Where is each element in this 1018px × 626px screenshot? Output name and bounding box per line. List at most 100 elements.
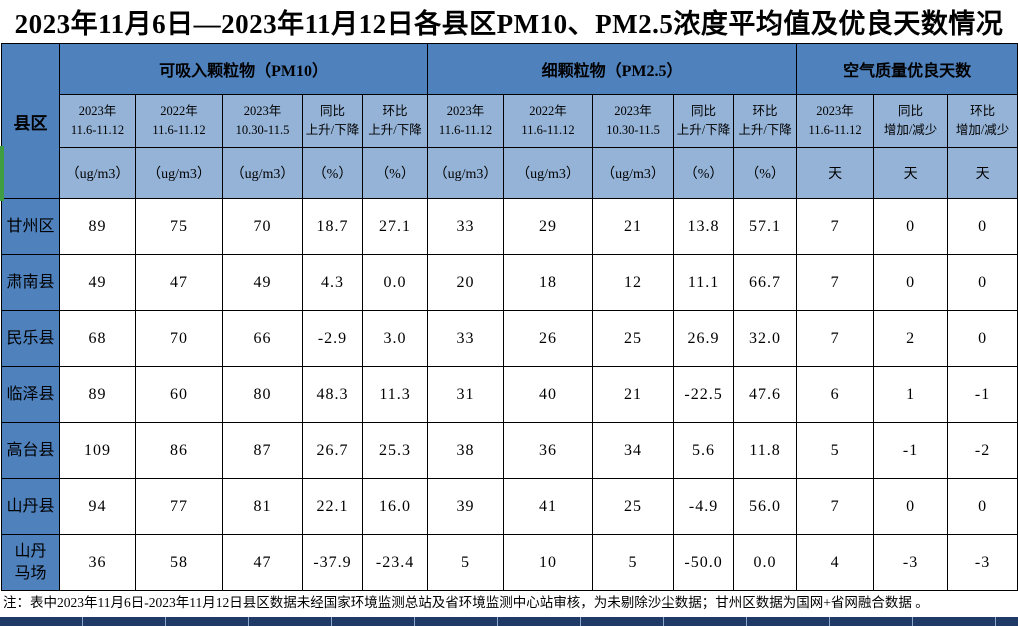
data-cell: 18 (503, 254, 594, 311)
period-line1: 环比 (752, 104, 778, 119)
data-cell: 66.7 (733, 254, 798, 311)
unit-header-cell: 天 (873, 147, 949, 199)
data-cell: 75 (135, 198, 223, 255)
period-header-cell: 2023年 10.30-11.5 (222, 94, 303, 148)
data-cell: 87 (222, 422, 303, 479)
period-header-cell: 2023年 10.30-11.5 (592, 94, 675, 148)
period-line2: 11.6-11.12 (521, 123, 575, 137)
data-cell: 26.9 (673, 310, 735, 367)
data-cell: 56.0 (733, 478, 798, 535)
data-cell: 36 (503, 422, 594, 479)
table-row: 肃南县 49 47 49 4.3 0.0 20 18 12 11.1 66.7 7 0 0 (1, 254, 1018, 311)
data-cell: 3.0 (361, 310, 429, 367)
data-cell: 57.1 (733, 198, 798, 255)
group-header-good-days: 空气质量优良天数 (796, 43, 1018, 95)
corner-header-cell: 县区 (1, 43, 60, 199)
table-body: 甘州区 89 75 70 18.7 27.1 33 29 21 13.8 57.1 7 0 0 肃南县 49 4… (1, 198, 1018, 591)
data-cell: 77 (135, 478, 223, 535)
data-cell: 31 (427, 366, 505, 423)
data-cell: 20 (427, 254, 505, 311)
period-line1: 同比 (319, 104, 345, 119)
period-line2: 上升/下降 (305, 123, 360, 137)
data-cell: 48.3 (302, 366, 363, 423)
row-name-cell: 甘州区 (1, 198, 60, 255)
data-cell: -2.9 (302, 310, 363, 367)
unit-header-cell: （ug/m3） (427, 147, 505, 199)
unit-header-cell: （ug/m3） (592, 147, 675, 199)
period-line1: 同比 (691, 104, 717, 119)
data-cell: 0 (873, 478, 949, 535)
period-header-cell: 同比上升/下降 (673, 94, 735, 148)
period-line1: 2023年 (614, 104, 652, 119)
data-cell: -37.9 (302, 534, 363, 591)
data-cell: 70 (222, 198, 303, 255)
data-cell: 70 (135, 310, 223, 367)
period-line2: 上升/下降 (738, 123, 792, 137)
bottom-strip (0, 617, 1018, 626)
data-cell: 11.3 (361, 366, 429, 423)
period-line2: 10.30-11.5 (606, 123, 660, 137)
period-header-cell: 同比 增加/减少 (873, 94, 949, 148)
period-header-cell: 2023年 11.6-11.12 (427, 94, 505, 148)
data-cell: 1 (873, 366, 949, 423)
data-cell: 5 (427, 534, 505, 591)
data-cell: 5 (592, 534, 675, 591)
data-cell: 29 (503, 198, 594, 255)
data-cell: 12 (592, 254, 675, 311)
period-line2: 10.30-11.5 (235, 123, 290, 137)
table-row: 高台县 109 86 87 26.7 25.3 38 36 34 5.6 11.8 5 -1 -2 (1, 422, 1018, 479)
data-cell: 40 (503, 366, 594, 423)
row-name-cell: 高台县 (1, 422, 60, 479)
data-cell: 2 (873, 310, 949, 367)
data-cell: 89 (59, 198, 136, 255)
data-cell: 11.1 (673, 254, 735, 311)
data-cell: 0 (873, 254, 949, 311)
data-cell: 25 (592, 478, 675, 535)
period-header-cell: 2023年 11.6-11.12 (796, 94, 875, 148)
data-cell: 21 (592, 198, 675, 255)
data-cell: 0.0 (361, 254, 429, 311)
unit-header-row: （ug/m3） （ug/m3） （ug/m3） （%） （%） （ug/m3） （ug/m3… (2, 147, 1018, 199)
page-title: 2023年11月6日—2023年11月12日各县区PM10、PM2.5浓度平均值… (14, 9, 1004, 39)
data-cell: 21 (592, 366, 675, 423)
data-cell: 58 (135, 534, 223, 591)
data-cell: 0 (873, 198, 949, 255)
period-line1: 环比 (970, 104, 996, 119)
data-cell: 0.0 (733, 534, 798, 591)
data-cell: 36 (59, 534, 136, 591)
data-cell: 25.3 (361, 422, 429, 479)
period-line1: 2022年 (160, 104, 198, 119)
data-cell: 7 (796, 310, 875, 367)
table-row: 民乐县 68 70 66 -2.9 3.0 33 26 25 26.9 32.0 7 2 0 (1, 310, 1018, 367)
row-name-cell: 临泽县 (1, 366, 60, 423)
data-cell: 10 (503, 534, 594, 591)
period-header-cell: 2022年 11.6-11.12 (503, 94, 594, 148)
period-line2: 增加/减少 (883, 123, 938, 137)
row-name-cell: 肃南县 (1, 254, 60, 311)
data-cell: 11.8 (733, 422, 798, 479)
period-line2: 11.6-11.12 (438, 123, 493, 137)
unit-header-cell: （%） (361, 147, 429, 199)
data-cell: 16.0 (361, 478, 429, 535)
data-cell: 47.6 (733, 366, 798, 423)
period-line2: 上升/下降 (676, 123, 731, 137)
data-cell: 94 (59, 478, 136, 535)
group-header-row: 县区 可吸入颗粒物（PM10） 细颗粒物（PM2.5） 空气质量优良天数 (1, 43, 1018, 199)
data-cell: 34 (592, 422, 675, 479)
data-cell: 0 (947, 198, 1018, 255)
table-row: 甘州区 89 75 70 18.7 27.1 33 29 21 13.8 57.1 7 0 0 (1, 198, 1018, 255)
period-line1: 2022年 (529, 104, 567, 119)
unit-header-cell: （ug/m3） (222, 147, 303, 199)
data-cell: 27.1 (361, 198, 429, 255)
data-cell: 6 (796, 366, 875, 423)
data-cell: 39 (427, 478, 505, 535)
period-line2: 11.6-11.12 (152, 123, 206, 137)
data-cell: -3 (873, 534, 949, 591)
period-line1: 2023年 (816, 104, 854, 119)
period-header-cell: 环比上升/下降 (733, 94, 798, 148)
period-line2: 11.6-11.12 (808, 123, 862, 137)
data-cell: 89 (59, 366, 136, 423)
data-cell: 81 (222, 478, 303, 535)
period-header-row: 2023年 11.6-11.12 2022年 11.6-11.12 2023年 10.30… (2, 94, 1018, 148)
data-cell: 5 (796, 422, 875, 479)
